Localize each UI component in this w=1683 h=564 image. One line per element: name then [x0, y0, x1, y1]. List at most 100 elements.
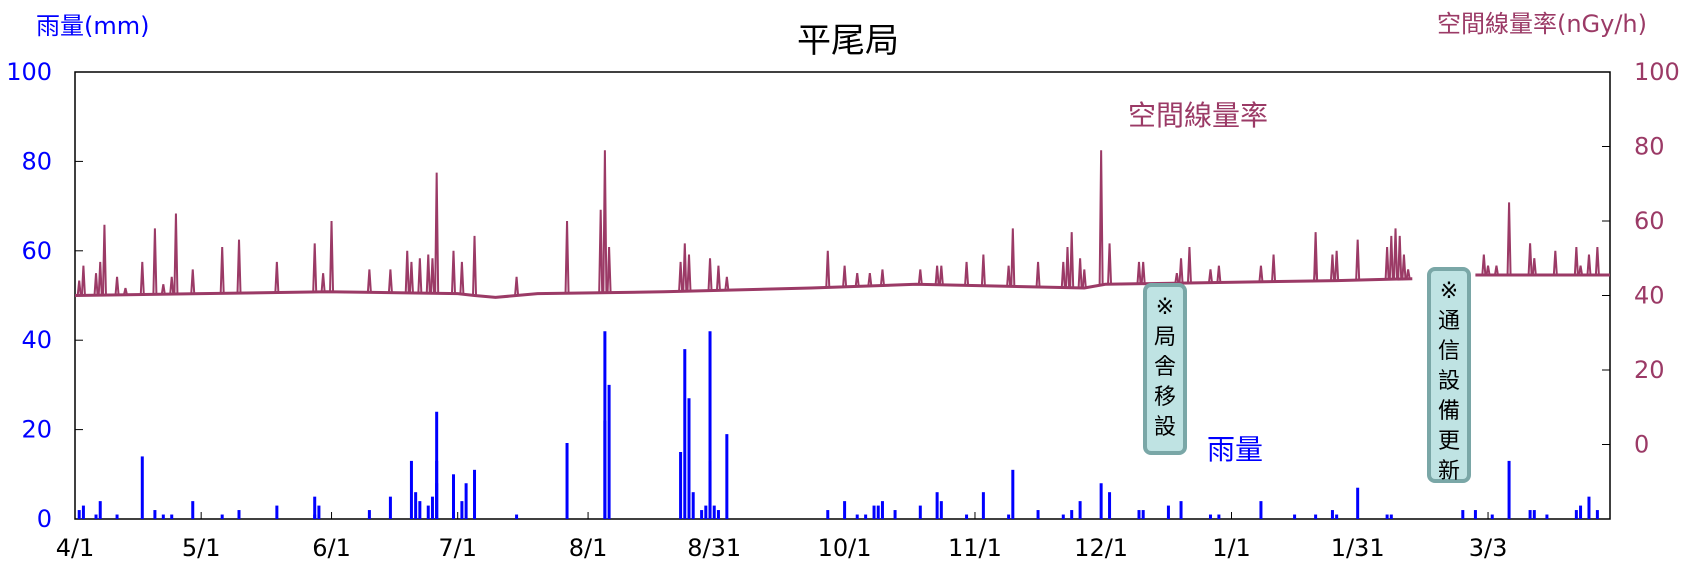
dose-spike	[1481, 254, 1487, 276]
x-tick-label: 1/1	[1212, 534, 1251, 562]
dose-spike	[1493, 265, 1499, 276]
x-tick-label: 12/1	[1074, 534, 1128, 562]
right-tick-label: 80	[1634, 133, 1665, 161]
x-tick-label: 6/1	[312, 534, 351, 562]
left-axis-ticks: 0 20 40 60 80 100	[6, 58, 83, 533]
station-relocation-note: ※ 局舎移設	[1143, 283, 1187, 455]
rain-series-label: 雨量	[1207, 433, 1263, 466]
dose-spike	[1006, 265, 1012, 287]
dose-spike	[1186, 247, 1192, 284]
dose-spike	[686, 254, 692, 292]
dose-spike	[1258, 265, 1264, 282]
dose-spike	[1060, 261, 1066, 288]
dose-spike	[842, 265, 848, 287]
note-char: 舎	[1153, 355, 1176, 380]
dose-spike	[1531, 258, 1537, 276]
x-tick-label: 8/1	[569, 534, 608, 562]
dose-spike	[152, 228, 158, 295]
note-char: ※	[1155, 295, 1175, 320]
dose-spike	[1397, 235, 1403, 280]
right-tick-label: 20	[1634, 356, 1665, 384]
dose-spike	[1136, 261, 1142, 284]
dose-spike	[190, 269, 196, 294]
dose-spike	[934, 265, 940, 285]
dose-spike	[602, 150, 608, 293]
dose-spike	[1329, 254, 1335, 281]
chart-title: 平尾局	[797, 21, 899, 61]
dose-spike	[408, 261, 414, 294]
right-axis-label: 空間線量率(nGy/h)	[1437, 10, 1647, 38]
x-tick-label: 7/1	[438, 534, 477, 562]
dose-spike	[682, 243, 688, 292]
dose-spike	[122, 287, 128, 295]
left-tick-label: 60	[21, 237, 52, 265]
dose-spike	[169, 276, 175, 295]
dose-spike	[724, 276, 730, 291]
dose-spike	[1594, 247, 1600, 276]
dose-spike	[1485, 265, 1491, 276]
dose-spike	[825, 250, 831, 288]
dose-spike	[434, 172, 440, 294]
x-tick-label: 8/31	[687, 534, 741, 562]
dose-spike	[1384, 247, 1390, 280]
left-axis-label: 雨量(mm)	[36, 12, 149, 40]
dose-spike	[1393, 228, 1399, 280]
dose-spike	[1077, 258, 1083, 289]
dose-spike	[459, 261, 465, 295]
x-tick-label: 1/31	[1331, 534, 1385, 562]
dose-spike	[598, 209, 604, 293]
dose-spike	[1334, 250, 1340, 281]
left-tick-label: 80	[21, 147, 52, 175]
dose-spike	[160, 284, 166, 295]
x-axis-ticks: 4/1 5/1 6/1 7/1 8/1 8/31 10/1 11/1 12/1 1/1 1/31 3/…	[56, 512, 1508, 562]
dose-series-label: 空間線量率	[1128, 99, 1268, 132]
dose-spike	[1271, 254, 1277, 282]
dose-spike	[707, 258, 713, 291]
dose-spike	[1064, 247, 1070, 288]
dose-spike	[429, 258, 435, 294]
dose-spike	[97, 261, 103, 296]
dose-spike	[854, 273, 860, 287]
plot-area	[74, 71, 1611, 520]
comm-upgrade-note: ※ 通信設備更新	[1427, 267, 1471, 484]
dose-spike	[879, 269, 885, 286]
x-tick-label: 3/3	[1469, 534, 1508, 562]
dose-spike	[1405, 269, 1411, 279]
left-tick-label: 0	[37, 505, 52, 533]
right-axis-ticks: 0 20 40 60 80 100	[1602, 58, 1680, 459]
dose-spike	[606, 247, 612, 293]
x-tick-label: 5/1	[182, 534, 221, 562]
note-char: 局	[1153, 325, 1176, 350]
note-char: 通	[1437, 309, 1460, 334]
dose-spike	[1107, 243, 1113, 285]
dose-spike	[101, 224, 107, 296]
dose-spike	[1035, 261, 1041, 288]
dose-spike	[678, 261, 684, 292]
dose-spike	[387, 269, 393, 293]
dose-spike	[980, 254, 986, 286]
dose-spike	[274, 261, 280, 293]
dose-spike	[1098, 150, 1104, 286]
dose-spike	[425, 254, 431, 294]
dose-spike	[219, 247, 225, 294]
dose-spike	[1401, 254, 1407, 280]
note-char: 移	[1153, 385, 1176, 410]
right-tick-label: 60	[1634, 207, 1665, 235]
right-tick-label: 40	[1634, 282, 1665, 310]
x-tick-label: 4/1	[56, 534, 95, 562]
dose-spike	[1355, 239, 1361, 281]
dose-spike	[236, 239, 242, 294]
left-tick-label: 40	[21, 326, 52, 354]
dose-spike	[1081, 269, 1087, 289]
dose-spike	[1552, 250, 1558, 276]
dose-spike	[450, 250, 456, 294]
note-char: ※	[1439, 279, 1459, 304]
dose-spike	[1178, 258, 1184, 284]
dose-spike	[1573, 247, 1579, 276]
x-tick-label: 10/1	[818, 534, 872, 562]
dose-spike	[173, 213, 179, 295]
dose-spike	[139, 261, 145, 295]
dose-spike	[1527, 243, 1533, 276]
dose-spike	[366, 269, 372, 293]
